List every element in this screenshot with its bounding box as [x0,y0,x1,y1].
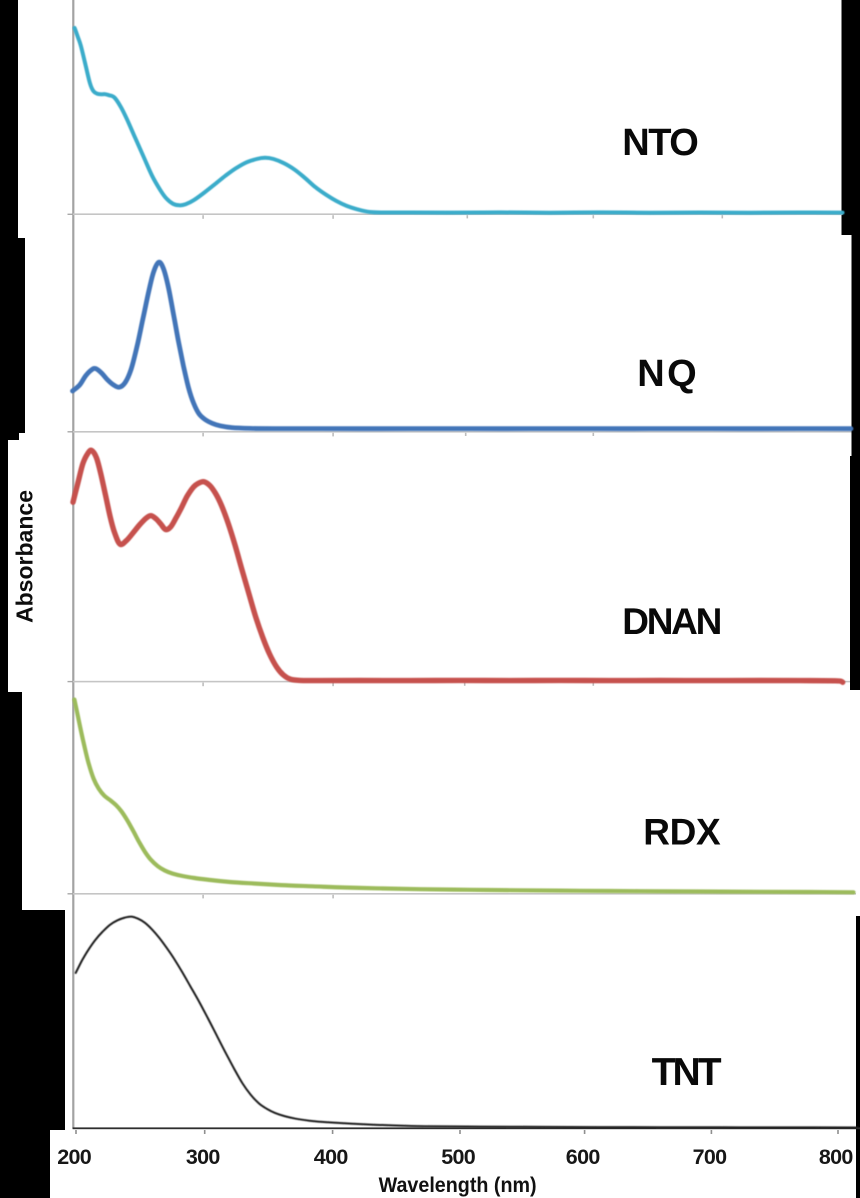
svg-text:DNAN: DNAN [622,601,722,642]
svg-text:300: 300 [186,1145,221,1169]
svg-text:800: 800 [819,1145,854,1169]
svg-text:Wavelength (nm): Wavelength (nm) [379,1173,537,1197]
svg-text:600: 600 [566,1145,601,1169]
svg-text:500: 500 [441,1145,476,1169]
svg-text:NQ: NQ [637,353,697,395]
svg-text:400: 400 [314,1145,349,1169]
svg-text:200: 200 [57,1145,92,1169]
svg-text:NTO: NTO [622,122,699,164]
svg-text:Absorbance: Absorbance [12,490,38,623]
svg-text:TNT: TNT [652,1051,722,1094]
svg-text:RDX: RDX [643,811,721,852]
svg-text:700: 700 [693,1145,728,1169]
